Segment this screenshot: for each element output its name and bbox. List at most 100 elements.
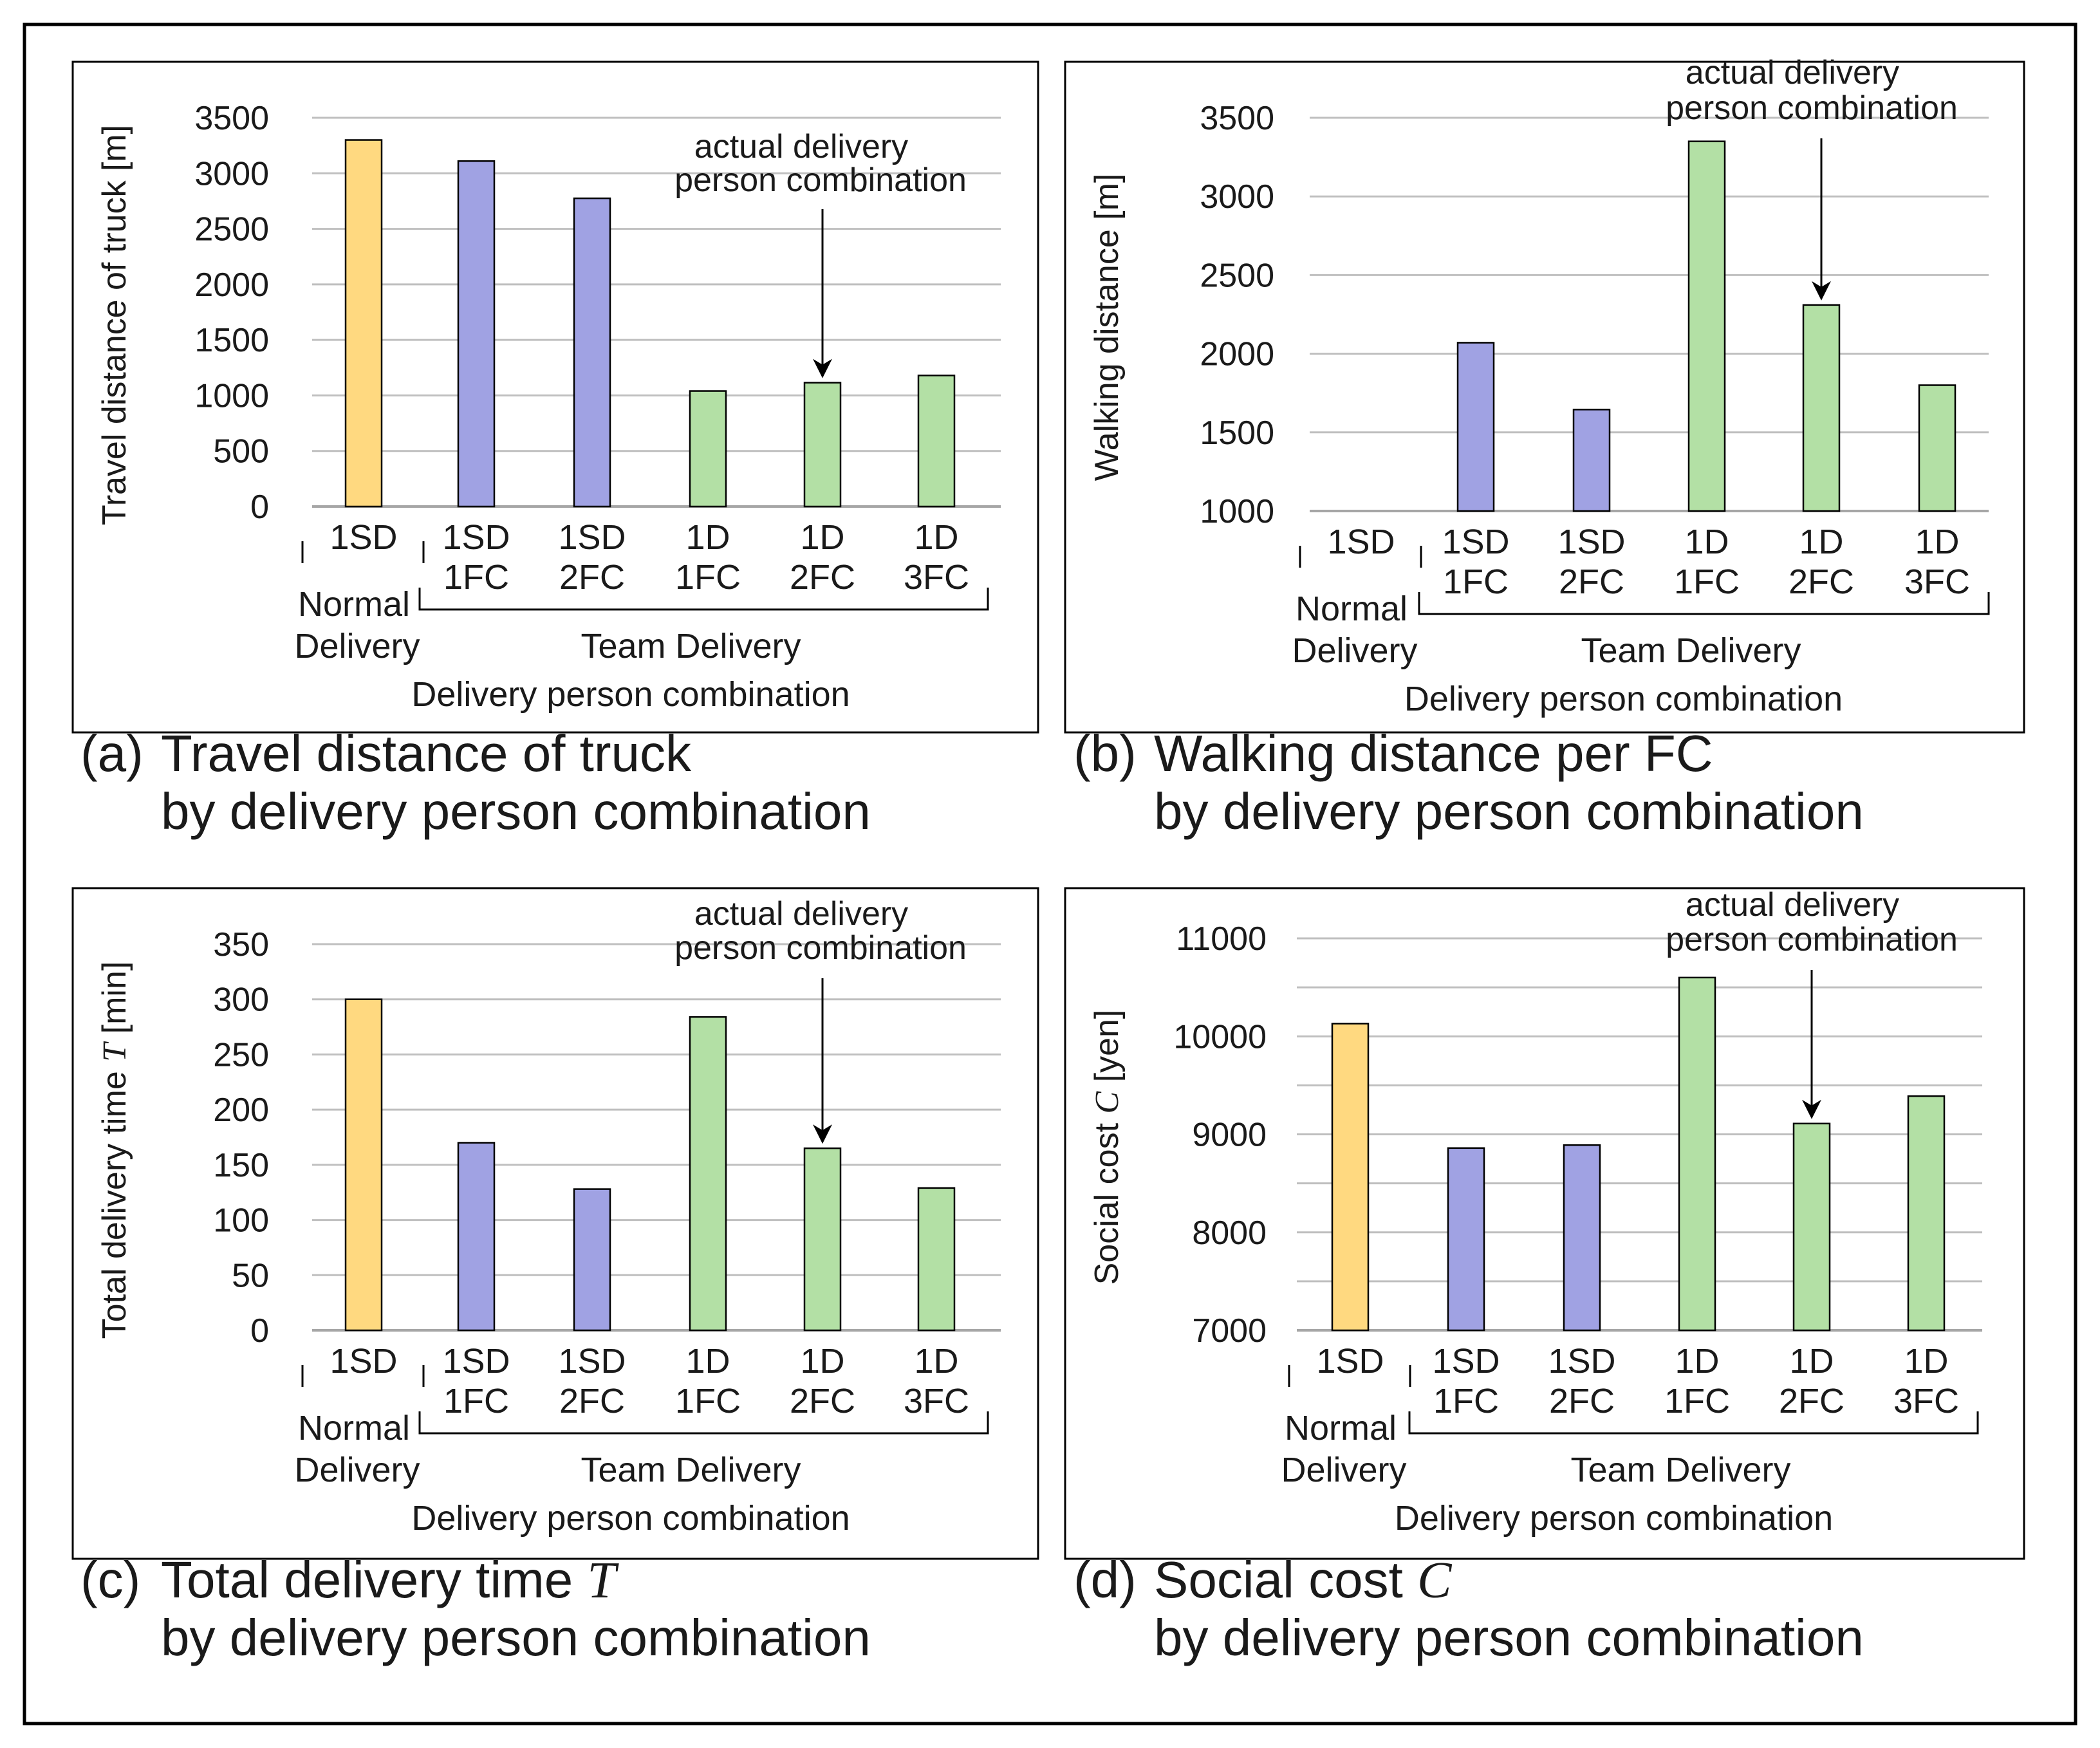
caption-line1-text: Social cost [1154,1551,1417,1608]
category-label: 1D [685,518,730,557]
caption-line1-text: Walking distance per FC [1154,725,1713,782]
category-label: 1SD [330,518,397,557]
y-axis-label-var: T [97,1041,133,1062]
category-label: 3FC [1904,563,1970,601]
category-label: 2FC [1549,1382,1615,1420]
category-label: 1D [800,1342,844,1381]
bar-a-2 [573,197,611,508]
category-label: 1FC [443,558,509,597]
category-label: 1SD [1432,1342,1500,1381]
y-tick-label: 3500 [1200,100,1274,137]
category-label: 1D [1904,1342,1948,1381]
caption-line1: Travel distance of truck [161,725,692,782]
caption-line2: by delivery person combination [1154,1609,1864,1666]
normal-bracket [1299,546,1422,568]
y-tick-label: 2000 [194,266,269,304]
bar-c-4 [803,1147,842,1332]
y-tick-label: 50 [232,1257,269,1294]
x-axis-label: Delivery person combination [411,1499,850,1538]
group-label-normal-2: Delivery [294,1451,420,1489]
bar-d-5 [1907,1095,1946,1332]
bar-c-5 [917,1187,956,1332]
bar-a-0 [344,139,383,508]
outer-frame [23,23,2077,1725]
bar-c-1 [457,1142,496,1332]
category-label: 1FC [1443,563,1509,601]
caption-prefix: (c) [80,1551,140,1608]
bar-a-4 [803,382,842,508]
bar-b-5 [1918,384,1956,512]
y-tick-label: 3000 [1200,178,1274,216]
y-axis-label: Travel distance of truck [m] [96,125,133,525]
group-label-normal-1: Normal [298,1409,410,1447]
annotation-line1: actual delivery [694,128,908,165]
y-axis-label-tail: [min] [96,962,133,1043]
caption-line1-text: Total delivery time [161,1551,587,1608]
caption-line2: by delivery person combination [161,1609,871,1666]
x-axis-label: Delivery person combination [1404,680,1843,718]
category-label: 1SD [558,518,626,557]
team-bracket [1408,1411,1979,1435]
y-axis-label: Walking distance [m] [1088,174,1126,481]
annotation-line1: actual delivery [1686,54,1899,91]
y-axis-label-text: Walking distance [m] [1088,174,1126,481]
caption-line1: Total delivery time T [161,1551,619,1609]
normal-bracket [1288,1365,1411,1387]
category-label: 2FC [1789,563,1854,601]
category-label: 2FC [559,558,625,597]
panel-frame [1064,60,2025,734]
y-axis-label: Social cost C [yen] [1088,1010,1126,1285]
annotation-line2: person combination [1666,89,1958,127]
caption-line1: Social cost C [1154,1551,1453,1609]
y-tick-label: 150 [213,1147,269,1184]
group-label-normal-2: Delivery [294,627,420,665]
group-label-normal-1: Normal [298,585,410,624]
category-label: 1FC [1433,1382,1499,1420]
y-tick-label: 350 [213,926,269,963]
category-label: 1FC [1674,563,1740,601]
category-label: 2FC [790,1382,855,1420]
category-label: 1SD [330,1342,397,1381]
y-tick-label: 2500 [194,211,269,248]
y-tick-label: 200 [213,1092,269,1129]
y-tick-label: 300 [213,981,269,1019]
y-axis-label-text: Social cost [1088,1113,1126,1285]
bar-c-3 [689,1016,727,1332]
bar-a-3 [689,390,727,508]
category-label: 1FC [443,1382,509,1420]
category-label: 1D [1799,523,1843,561]
bar-a-1 [457,160,496,508]
y-tick-label: 1500 [194,322,269,359]
y-tick-label: 2000 [1200,336,1274,373]
category-label: 1D [1684,523,1729,561]
y-tick-label: 2500 [1200,257,1274,294]
caption-line1-text: Travel distance of truck [161,725,692,782]
caption-line2: by delivery person combination [161,783,871,840]
category-label: 1D [1675,1342,1719,1381]
group-label-team: Team Delivery [1581,631,1801,670]
caption-line1-var: C [1417,1552,1453,1609]
y-axis-label-var: C [1089,1090,1126,1113]
y-tick-label: 1000 [1200,493,1274,530]
caption-line2: by delivery person combination [1154,783,1864,840]
caption-prefix: (d) [1073,1551,1137,1608]
group-label-team: Team Delivery [581,1451,801,1489]
y-axis-label-text: Total delivery time [96,1062,133,1339]
bar-d-1 [1447,1147,1485,1332]
category-label: 2FC [1559,563,1624,601]
category-label: 1D [1789,1342,1834,1381]
team-bracket [1418,592,1990,615]
y-tick-label: 9000 [1192,1117,1267,1154]
y-tick-label: 1000 [194,377,269,414]
x-axis-label: Delivery person combination [1395,1499,1833,1538]
y-tick-label: 7000 [1192,1312,1267,1350]
group-label-normal-2: Delivery [1292,631,1417,670]
team-bracket [418,588,989,611]
bar-c-2 [573,1188,611,1332]
bar-d-4 [1792,1122,1831,1332]
group-label-normal-1: Normal [1296,590,1408,628]
